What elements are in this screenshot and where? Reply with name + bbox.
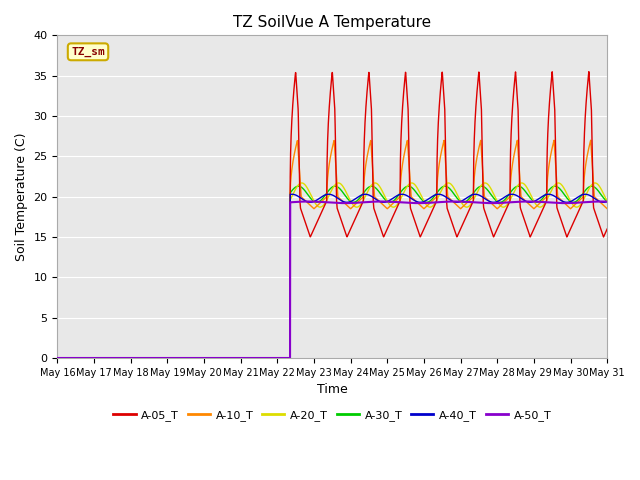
Y-axis label: Soil Temperature (C): Soil Temperature (C) <box>15 132 28 261</box>
Legend: A-05_T, A-10_T, A-20_T, A-30_T, A-40_T, A-50_T: A-05_T, A-10_T, A-20_T, A-30_T, A-40_T, … <box>109 406 556 425</box>
Text: TZ_sm: TZ_sm <box>71 47 105 57</box>
Title: TZ SoilVue A Temperature: TZ SoilVue A Temperature <box>233 15 431 30</box>
X-axis label: Time: Time <box>317 383 348 396</box>
